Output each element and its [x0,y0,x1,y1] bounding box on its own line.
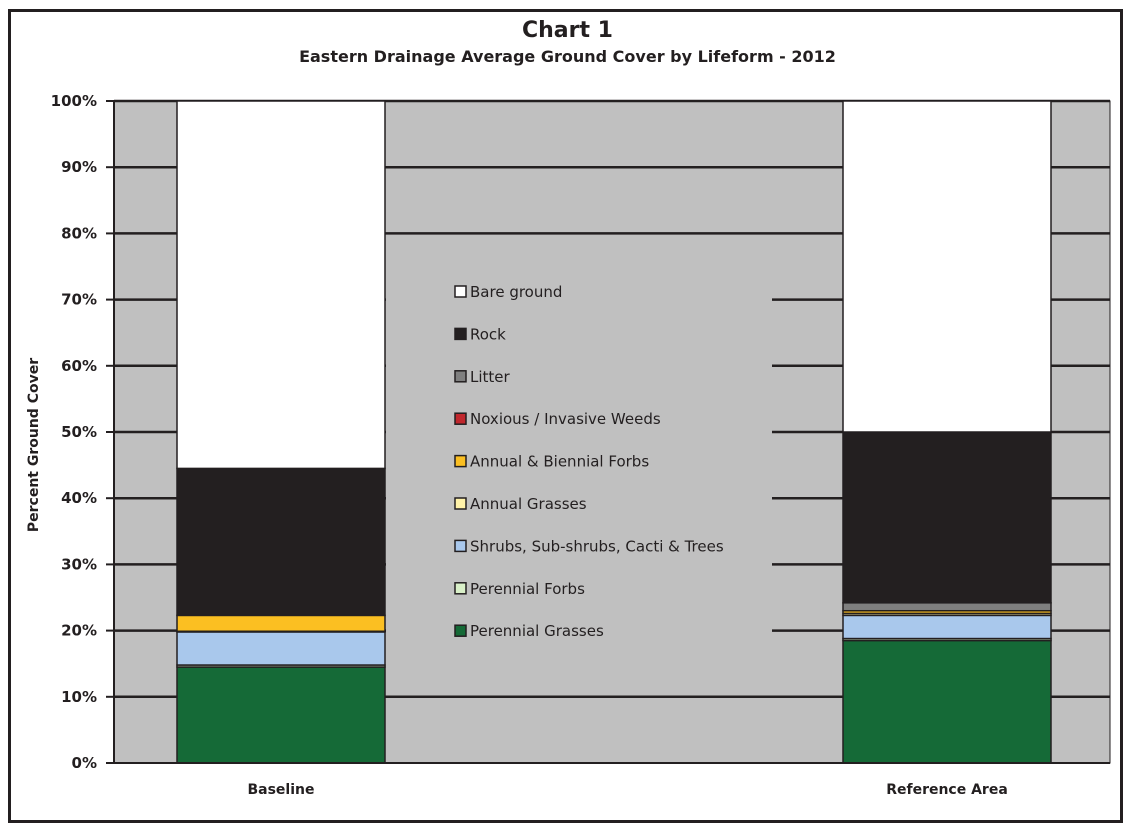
legend-item: Litter [454,368,511,386]
legend-swatch [454,412,467,425]
x-tick-label: Reference Area [886,782,1008,798]
legend-item: Bare ground [454,283,562,301]
y-tick-label: 10% [61,688,97,706]
chart-subtitle: Eastern Drainage Average Ground Cover by… [299,47,836,66]
legend-swatch [454,327,467,341]
bar-segment-annual-biennial-forbs [176,614,386,633]
plot-border [113,100,1111,764]
x-tick-label: Baseline [247,782,314,798]
legend-item: Rock [454,325,506,343]
bar-segment-rock [842,431,1052,604]
bar-stack-baseline [176,100,386,764]
legend-box [386,270,772,665]
y-tick-label: 0% [72,754,97,772]
y-tick-label: 50% [61,423,97,441]
legend-swatch [454,497,467,510]
y-tick-label: 70% [61,291,97,309]
bar-segment-bare-ground [176,100,386,470]
legend-swatch [454,582,467,595]
legend-label: Annual Grasses [470,495,587,513]
legend-item: Annual Grasses [454,495,587,513]
legend-label: Annual & Biennial Forbs [470,453,649,471]
legend-swatch [454,370,467,383]
y-tick-label: 30% [61,555,97,573]
bar-segment-shrubs-sub-shrubs-cacti-trees [842,614,1052,640]
legend-swatch [454,285,467,298]
bar-segment-shrubs-sub-shrubs-cacti-trees [176,631,386,666]
legend-swatch [454,624,467,637]
legend-item: Perennial Grasses [454,622,604,640]
bar-stack-reference-area [842,100,1052,764]
legend-label: Bare ground [470,283,562,301]
legend-label: Perennial Forbs [470,580,585,598]
y-tick-label: 80% [61,224,97,242]
legend-swatch [454,539,467,553]
legend-label: Litter [470,368,511,386]
bar-segment-perennial-grasses [842,639,1052,764]
y-tick-label: 100% [51,92,97,110]
y-tick-label: 90% [61,158,97,176]
chart-title: Chart 1 [522,18,613,43]
legend: Bare ground Rock Litter Noxious / Invasive … [454,283,724,640]
legend-label: Noxious / Invasive Weeds [470,410,661,428]
y-axis-label: Percent Ground Cover [26,358,42,532]
y-tick-labels: 0% 10% 20% 30% 40% 50% 60% 70% 80% 90% 100% [51,92,97,772]
y-tick-label: 20% [61,622,97,640]
legend-label: Shrubs, Sub-shrubs, Cacti & Trees [470,537,724,555]
bars [176,100,1052,764]
axes [106,100,1111,764]
x-tick-labels: Baseline Reference Area [247,782,1007,798]
bar-segment-litter [842,602,1052,612]
bar-segment-bare-ground [842,100,1052,433]
bar-segment-rock [176,467,386,617]
legend-item: Annual & Biennial Forbs [454,453,649,471]
y-tick-label: 60% [61,357,97,375]
legend-item: Noxious / Invasive Weeds [454,410,661,428]
legend-item: Shrubs, Sub-shrubs, Cacti & Trees [454,537,724,555]
legend-label: Rock [470,325,506,343]
legend-swatch [454,454,467,468]
y-tick-label: 40% [61,489,97,507]
legend-label: Perennial Grasses [470,622,604,640]
legend-item: Perennial Forbs [454,580,585,598]
bar-segment-perennial-grasses [176,666,386,764]
